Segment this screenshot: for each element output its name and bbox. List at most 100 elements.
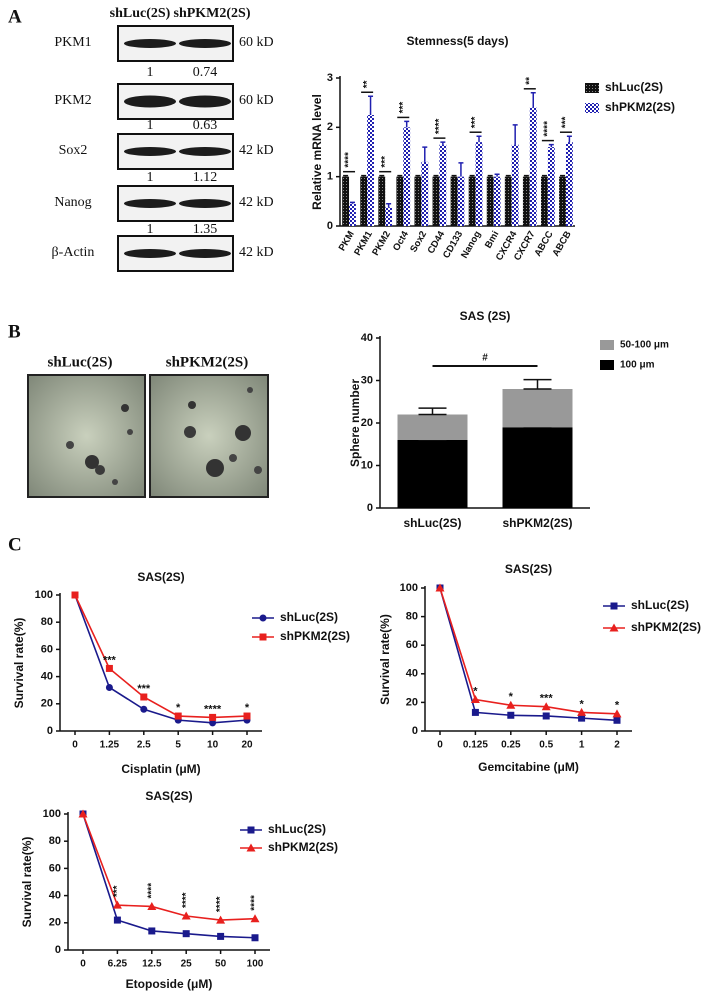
point (577, 707, 587, 716)
significance: *** (470, 116, 481, 128)
protein-label: Nanog (54, 195, 91, 210)
size-label: 60 kD (239, 93, 274, 108)
blot-band (179, 199, 231, 208)
point (140, 705, 148, 713)
size-label: 60 kD (239, 35, 274, 50)
chart-title: SAS(2S) (145, 789, 192, 803)
bar (529, 107, 537, 226)
point (147, 901, 157, 910)
legend-label: shLuc(2S) (605, 80, 663, 94)
error-bar (548, 143, 554, 148)
bar (403, 127, 411, 226)
legend-swatch (585, 83, 599, 93)
legend-swatch (600, 340, 614, 350)
y-tick-label: 80 (49, 835, 61, 847)
ratio: 0.74 (193, 65, 218, 80)
chart-title: SAS(2S) (505, 562, 552, 576)
bar (378, 176, 386, 226)
point (471, 708, 479, 716)
significance: * (245, 702, 250, 714)
bar (439, 144, 447, 226)
y-axis-label: Survival rate(%) (378, 614, 392, 705)
y-axis-label: Survival rate(%) (20, 837, 34, 928)
legend-label: shLuc(2S) (268, 822, 326, 836)
error-bar (440, 141, 446, 145)
x-tick-label: 0.5 (539, 740, 553, 751)
y-tick-label: 60 (49, 862, 61, 874)
x-tick-label: PKM2 (370, 229, 393, 257)
point (435, 583, 445, 592)
y-axis-label: Survival rate(%) (12, 618, 26, 709)
point (541, 702, 551, 711)
error-bar (361, 174, 367, 177)
error-bar (487, 174, 493, 177)
error-bar (494, 173, 500, 177)
significance: **** (146, 883, 157, 899)
y-tick-label: 40 (49, 890, 61, 902)
y-tick-label: 100 (400, 582, 418, 594)
point (174, 712, 182, 720)
bar (502, 427, 573, 508)
ratio: 1 (147, 170, 154, 185)
bar (432, 176, 440, 226)
significance: *** (398, 102, 409, 114)
significance: **** (434, 118, 445, 134)
micrograph-label: shPKM2(2S) (166, 354, 249, 370)
point (78, 809, 88, 818)
y-tick-label: 20 (41, 698, 53, 710)
y-tick-label: 40 (361, 332, 373, 344)
bar (396, 176, 404, 226)
x-tick-label: 20 (241, 740, 253, 751)
point (507, 711, 515, 719)
ratio: 1 (147, 222, 154, 237)
x-tick-label: 1.25 (100, 740, 120, 751)
point (182, 930, 190, 938)
size-label: 42 kD (239, 195, 274, 210)
point (612, 709, 622, 718)
bar (367, 115, 374, 226)
bar (385, 207, 393, 226)
chart-title: Stemness(5 days) (406, 34, 508, 48)
y-tick-label: 1 (327, 171, 333, 183)
error-bar (404, 120, 410, 128)
line (82, 813, 256, 939)
point (470, 695, 480, 704)
panel-label: B (8, 321, 21, 342)
y-tick-label: 80 (406, 611, 418, 623)
x-tick-label: 6.25 (108, 959, 128, 970)
lane-label: shLuc(2S) (110, 6, 171, 21)
size-label: 42 kD (239, 143, 274, 158)
legend-label: shPKM2(2S) (280, 629, 350, 643)
x-tick-label: 1 (579, 740, 585, 751)
error-bar (476, 135, 482, 143)
size-label: 42 kD (239, 245, 274, 260)
y-tick-label: 0 (55, 944, 61, 956)
point (613, 716, 621, 724)
line (74, 594, 248, 724)
y-tick-label: 60 (41, 643, 53, 655)
legend-swatch (600, 360, 614, 370)
micrograph-2 (149, 374, 269, 498)
point (250, 914, 260, 923)
y-tick-label: 80 (41, 616, 53, 628)
significance: **** (215, 896, 226, 912)
legend-label: shPKM2(2S) (268, 840, 338, 854)
error-bar (368, 95, 374, 115)
bar (457, 176, 465, 226)
x-tick-label: 12.5 (142, 959, 162, 970)
line (74, 594, 248, 719)
ratio: 1 (147, 118, 154, 133)
x-tick-label: 50 (215, 959, 227, 970)
x-tick-label: shLuc(2S) (403, 516, 461, 530)
x-axis-label: Gemcitabine (μM) (478, 760, 579, 774)
blot-band (179, 39, 231, 48)
point (209, 719, 217, 727)
blot-band (124, 199, 176, 208)
significance: **** (181, 892, 192, 908)
point (71, 591, 79, 599)
bar (468, 176, 476, 226)
x-tick-label: 0 (437, 740, 443, 751)
bar (397, 414, 468, 440)
bar (541, 176, 548, 226)
blot-band (179, 95, 231, 108)
